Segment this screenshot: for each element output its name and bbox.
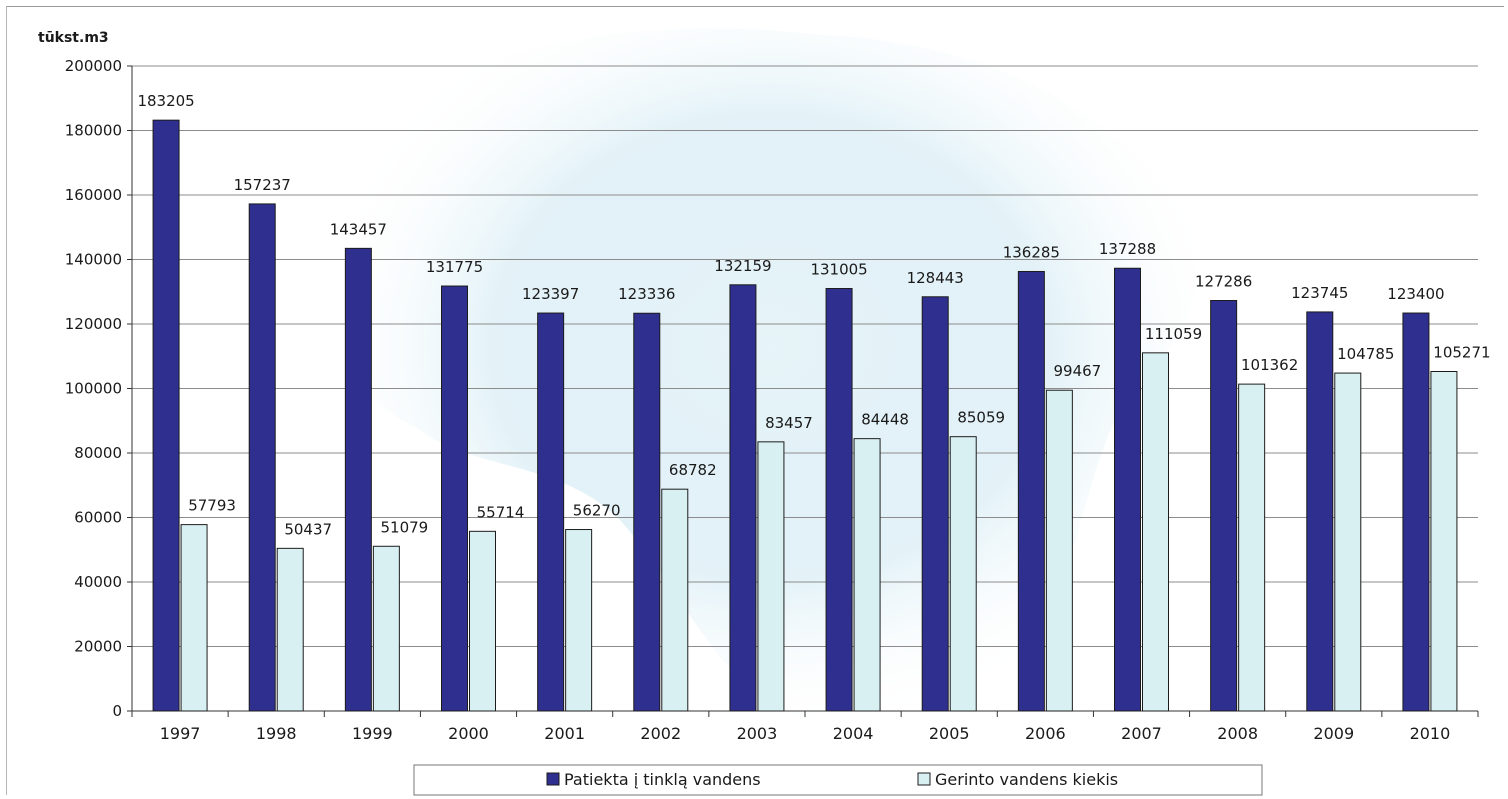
bar-supplied-water [1210, 300, 1238, 712]
bar-treated-water [757, 441, 785, 712]
x-tick-label: 2007 [1121, 724, 1162, 743]
data-label: 68782 [669, 461, 717, 479]
data-label: 51079 [380, 518, 428, 536]
data-label: 55714 [477, 503, 525, 521]
chart-frame [6, 6, 1504, 795]
data-label: 105271 [1433, 344, 1490, 362]
y-tick-label: 140000 [65, 251, 122, 269]
data-label: 137288 [1099, 240, 1156, 258]
data-label: 157237 [234, 176, 291, 194]
y-tick-label: 60000 [74, 509, 122, 527]
bar-supplied-water [825, 288, 853, 712]
data-label: 183205 [137, 92, 194, 110]
x-tick-label: 1999 [352, 724, 393, 743]
data-label: 131005 [810, 261, 867, 279]
data-label: 123397 [522, 285, 579, 303]
x-tick-label: 2000 [448, 724, 489, 743]
y-tick-label: 0 [112, 702, 122, 720]
bar-treated-water [853, 438, 881, 712]
bar-supplied-water [344, 247, 372, 712]
water-splash-background [345, 28, 1197, 736]
bar-treated-water [565, 529, 593, 712]
bar-supplied-water [152, 119, 180, 712]
bar-treated-water [276, 547, 304, 712]
y-tick-label: 160000 [65, 186, 122, 204]
legend-swatch [917, 772, 931, 786]
data-label: 131775 [426, 258, 483, 276]
bar-treated-water [1430, 371, 1458, 712]
x-tick-label: 1998 [256, 724, 297, 743]
data-label: 123745 [1291, 284, 1348, 302]
bar-supplied-water [1017, 270, 1045, 712]
bar-treated-water [469, 530, 496, 712]
y-tick-label: 40000 [74, 573, 122, 591]
x-tick-label: 2001 [544, 724, 585, 743]
bar-treated-water [661, 488, 689, 712]
y-tick-label: 180000 [65, 122, 122, 140]
y-tick-label: 20000 [74, 638, 122, 656]
bar-treated-water [372, 545, 400, 712]
x-tick-label: 2010 [1410, 724, 1451, 743]
data-label: 101362 [1241, 356, 1298, 374]
data-label: 85059 [957, 409, 1005, 427]
data-label: 104785 [1337, 345, 1394, 363]
data-label: 128443 [907, 269, 964, 287]
bar-supplied-water [1306, 311, 1334, 712]
data-label: 111059 [1145, 325, 1202, 343]
y-tick-label: 120000 [65, 315, 122, 333]
x-tick-label: 2006 [1025, 724, 1066, 743]
bar-supplied-water [537, 312, 565, 712]
data-label: 127286 [1195, 273, 1252, 291]
legend-swatch [546, 772, 560, 786]
bar-treated-water [949, 436, 977, 712]
data-label: 99467 [1053, 362, 1101, 380]
data-label: 57793 [188, 497, 236, 515]
bar-supplied-water [633, 312, 661, 712]
x-tick-label: 2004 [833, 724, 874, 743]
data-label: 56270 [573, 502, 621, 520]
data-label: 50437 [284, 520, 332, 538]
bar-supplied-water [1114, 267, 1141, 712]
data-label: 143457 [330, 220, 387, 238]
y-tick-label: 100000 [65, 380, 122, 398]
bar-treated-water [1334, 372, 1362, 712]
bar-supplied-water [441, 285, 468, 712]
data-label: 84448 [861, 411, 909, 429]
bar-supplied-water [248, 203, 276, 712]
x-tick-label: 2005 [929, 724, 970, 743]
bar-treated-water [1045, 389, 1073, 712]
bar-treated-water [1238, 383, 1266, 712]
bar-supplied-water [729, 284, 757, 712]
y-axis-unit-label: tūkst.m3 [38, 30, 109, 46]
x-tick-label: 2009 [1313, 724, 1354, 743]
data-label: 132159 [714, 257, 771, 275]
x-tick-label: 2003 [737, 724, 778, 743]
bar-treated-water [180, 524, 208, 712]
legend-label: Gerinto vandens kiekis [935, 770, 1118, 789]
data-label: 123336 [618, 285, 675, 303]
x-tick-label: 1997 [160, 724, 201, 743]
y-tick-label: 200000 [65, 57, 122, 75]
bar-supplied-water [921, 296, 949, 712]
bar-treated-water [1142, 352, 1169, 712]
data-label: 136285 [1003, 243, 1060, 261]
data-label: 123400 [1387, 285, 1444, 303]
legend-box [413, 764, 1263, 796]
y-tick-label: 80000 [74, 444, 122, 462]
bar-supplied-water [1402, 312, 1430, 712]
data-label: 83457 [765, 414, 813, 432]
x-tick-label: 2008 [1217, 724, 1258, 743]
x-tick-label: 2002 [640, 724, 681, 743]
legend-label: Patiekta į tinklą vandens [564, 770, 761, 789]
